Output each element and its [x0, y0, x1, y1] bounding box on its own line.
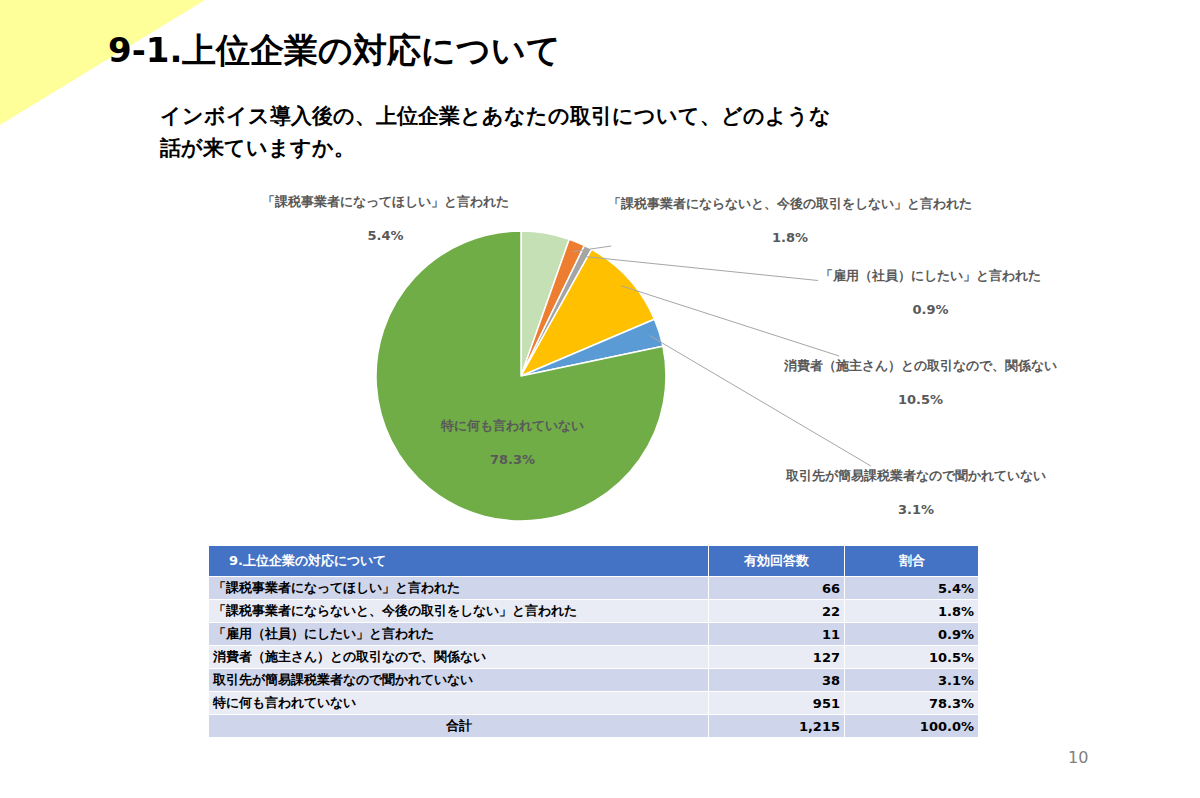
html-text:22: 22 [821, 603, 840, 619]
svg-text:「雇用（社員）にしたい」と言われた 0.9%: 「雇用（社員）にしたい」と言われた 0.9% [820, 268, 1041, 317]
html-text:有効回答数: 有効回答数 [744, 553, 809, 568]
html-text:割合: 割合 [898, 553, 925, 568]
html-text:1.8%: 1.8% [937, 603, 974, 619]
html-text:合計: 合計 [445, 718, 472, 733]
html-text:100.0%: 100.0% [919, 718, 974, 734]
html-text:3.1%: 3.1% [937, 672, 974, 688]
html-text:78.3%: 78.3% [928, 695, 974, 711]
html-text:9-1.上位企業の対応について: 9-1.上位企業の対応について [108, 30, 562, 70]
html-text:66: 66 [821, 580, 840, 596]
html-text:127: 127 [812, 649, 840, 665]
html-text:「課税事業者にならないと、今後の取引をしない」と言われた: 「課税事業者にならないと、今後の取引をしない」と言われた [213, 603, 577, 618]
html-text:9.上位企業の対応について: 9.上位企業の対応について [229, 553, 386, 568]
html-text:話が来ていますか。: 話が来ていますか。 [160, 136, 355, 160]
html-text:「課税事業者になってほしい」と言われた: 「課税事業者になってほしい」と言われた [213, 580, 460, 595]
html-text:1,215: 1,215 [798, 718, 840, 734]
html-text:「雇用（社員）にしたい」と言われた: 「雇用（社員）にしたい」と言われた [213, 626, 434, 641]
html-text:消費者（施主さん）との取引なので、関係ない: 消費者（施主さん）との取引なので、関係ない [213, 649, 486, 664]
html-text:0.9%: 0.9% [937, 626, 974, 642]
svg-text:「課税事業者になってほしい」と言われた 5.4%: 「課税事業者になってほしい」と言われた 5.4% [262, 194, 509, 243]
html-text:10.5%: 10.5% [928, 649, 974, 665]
html-text:5.4%: 5.4% [937, 580, 974, 596]
html-text:951: 951 [812, 695, 840, 711]
html-text:10: 10 [1068, 748, 1089, 767]
svg-text:「課税事業者にならないと、今後の取引をしない」と言われた 1: 「課税事業者にならないと、今後の取引をしない」と言われた 1.8% [608, 196, 972, 245]
svg-text:消費者（施主さん）との取引なので、関係ない 10.5%: 消費者（施主さん）との取引なので、関係ない 10.5% [783, 358, 1057, 407]
svg-text:取引先が簡易課税業者なので聞かれていない 3.1%: 取引先が簡易課税業者なので聞かれていない 3.1% [785, 468, 1046, 517]
html-text:11: 11 [821, 626, 840, 642]
html-text:特に何も言われていない: 特に何も言われていない [213, 695, 356, 710]
html-text:38: 38 [821, 672, 840, 688]
html-text:インボイス導入後の、上位企業とあなたの取引について、どのよう: インボイス導入後の、上位企業とあなたの取引について、どのような [160, 104, 831, 128]
html-text:取引先が簡易課税業者なので聞かれていない: 取引先が簡易課税業者なので聞かれていない [213, 672, 473, 687]
svg-text:特に何も言われていない 78.3%: 特に何も言われていない 78.3% [440, 418, 584, 467]
